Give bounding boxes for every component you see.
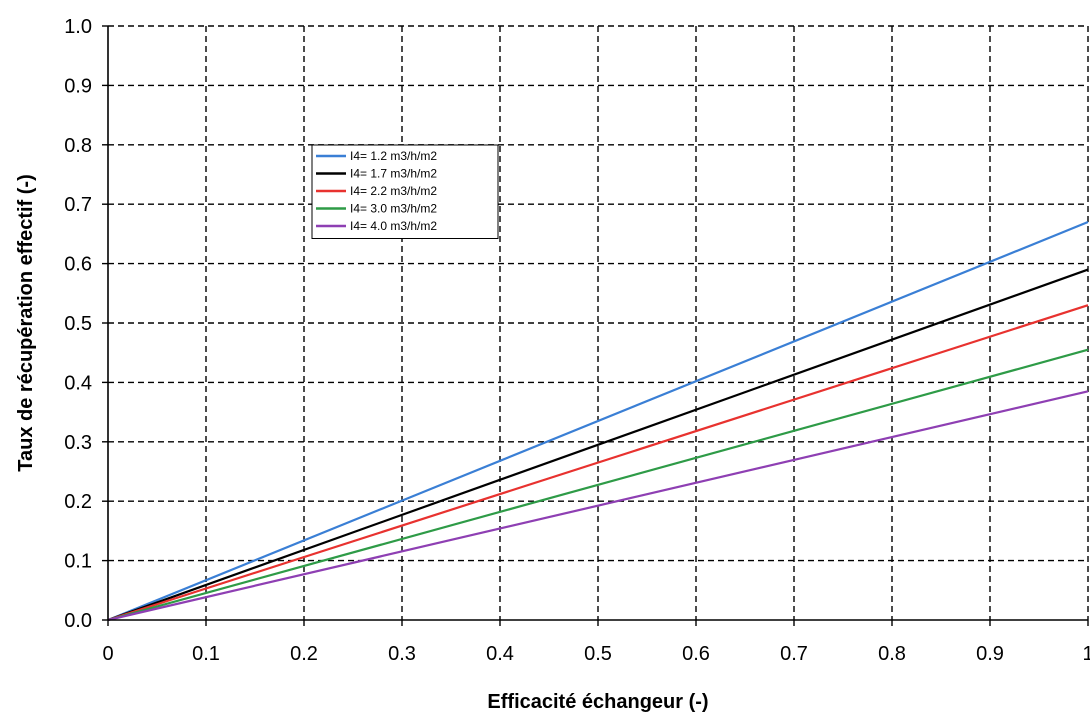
series-line-4: [107, 348, 1089, 622]
series-line-1: [107, 221, 1089, 622]
legend-label: I4= 2.2 m3/h/m2: [350, 184, 437, 198]
y-tick-label: 0.7: [64, 194, 92, 216]
y-tick-label: 0.3: [64, 432, 92, 454]
y-tick-label: 0.9: [64, 75, 92, 97]
x-tick-label: 0.1: [192, 643, 220, 665]
x-tick-label: 1: [1082, 643, 1090, 665]
y-tick-label: 0.5: [64, 313, 92, 335]
y-tick-label: 0.8: [64, 135, 92, 157]
legend-label: I4= 4.0 m3/h/m2: [350, 219, 437, 233]
x-tick-label: 0.3: [388, 643, 416, 665]
x-tick-label: 0.4: [486, 643, 514, 665]
legend-label: I4= 1.7 m3/h/m2: [350, 167, 437, 181]
y-tick-label: 0.4: [64, 372, 92, 394]
y-tick-label: 0.1: [64, 551, 92, 573]
x-axis-title: Efficacité échangeur (-): [487, 691, 708, 713]
x-tick-label: 0.5: [584, 643, 612, 665]
x-tick-label: 0.9: [976, 643, 1004, 665]
tick-labels: 0 0.1 0.2 0.3 0.4 0.5 0.6 0.7 0.8 0.9 1 0.0 0.1 0.2 0.…: [64, 16, 1090, 665]
series-line-3: [107, 304, 1089, 622]
series-lines: [107, 221, 1089, 622]
x-tick-label: 0.2: [290, 643, 318, 665]
y-tick-label: 0.0: [64, 610, 92, 632]
y-tick-label: 0.6: [64, 254, 92, 276]
x-tick-label: 0.7: [780, 643, 808, 665]
x-tick-label: 0.6: [682, 643, 710, 665]
legend: I4= 1.2 m3/h/m2 I4= 1.7 m3/h/m2 I4= 2.2 m3…: [311, 144, 499, 239]
y-axis-title: Taux de récupération effectif (-): [15, 174, 37, 471]
grid: [108, 25, 1089, 620]
x-tick-label: 0: [102, 643, 113, 665]
legend-label: I4= 3.0 m3/h/m2: [350, 202, 437, 216]
series-line-5: [107, 390, 1089, 622]
y-tick-label: 1.0: [64, 16, 92, 38]
legend-label: I4= 1.2 m3/h/m2: [350, 149, 437, 163]
series-line-2: [107, 268, 1089, 622]
axes: [102, 25, 1089, 626]
y-tick-label: 0.2: [64, 491, 92, 513]
x-tick-label: 0.8: [878, 643, 906, 665]
